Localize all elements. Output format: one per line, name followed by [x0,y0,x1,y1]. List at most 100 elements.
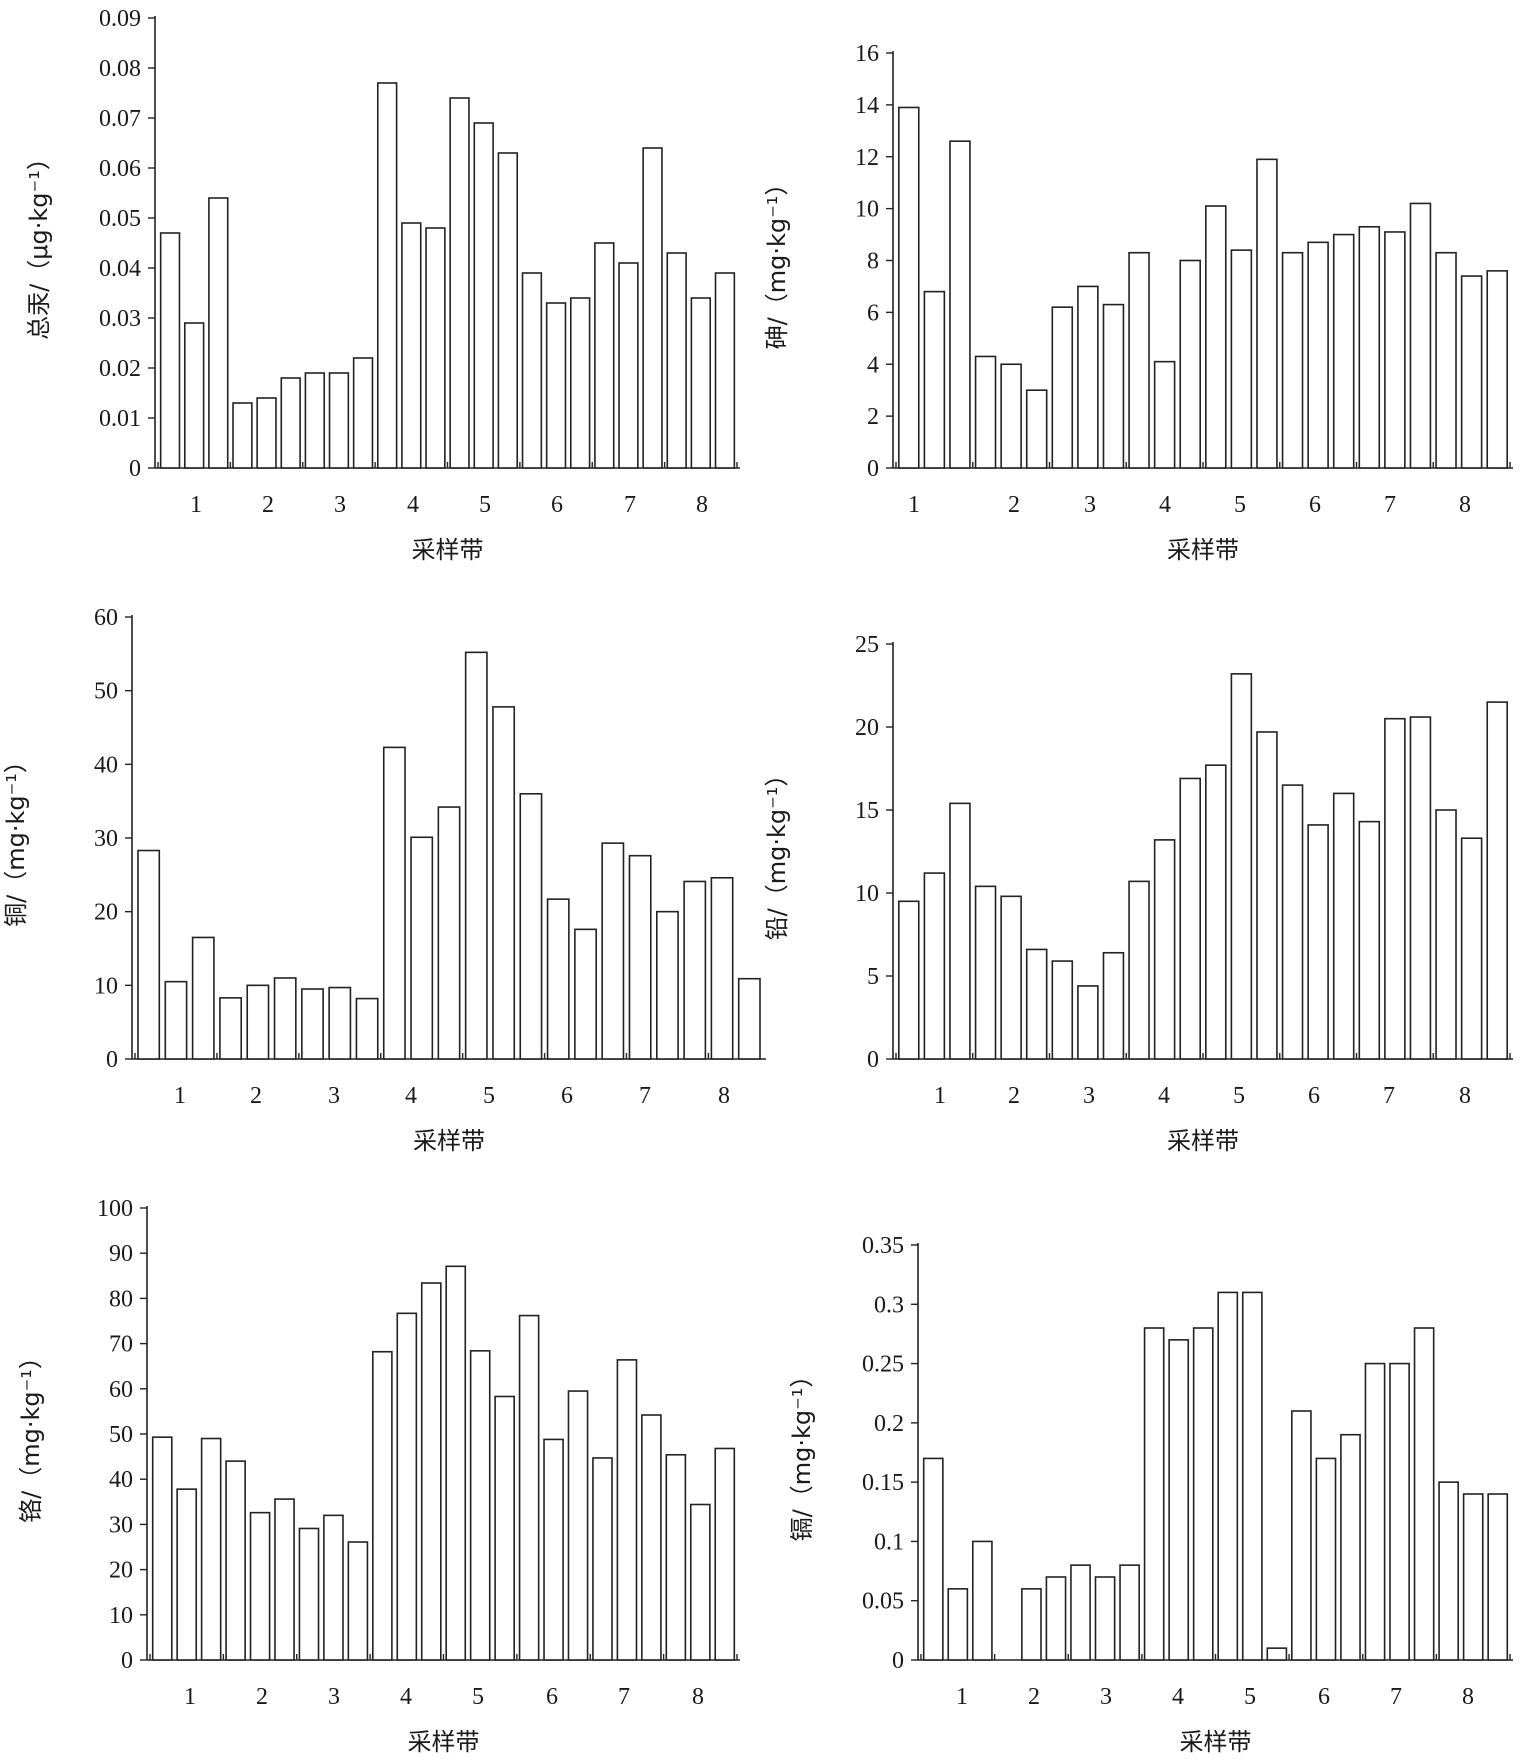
bar [301,988,324,1060]
x-tick-label: 2 [250,1083,262,1109]
bar [546,898,570,1060]
copper-chart: 0 10 20 30 40 50 60 1 2 3 4 5 6 7 8 采样带 铜/（mg·kg⁻¹） [2,605,766,1155]
bar [249,1511,271,1661]
bar [666,252,687,469]
bar [1241,1291,1263,1661]
bar [1358,820,1381,1060]
x-tick-label: 7 [1383,1083,1395,1109]
y-axis-title: 铬/（mg·kg⁻¹） [17,1345,45,1523]
bar [219,997,243,1060]
mercury-chart: 0 0.01 0.02 0.03 0.04 0.05 0.06 0.07 0.08 0.09 1 2 3… [25,6,740,564]
bar [642,147,663,469]
bar [200,1437,222,1661]
y-tick-label: 0.02 [99,356,141,382]
bar [641,1414,662,1661]
x-tick-label: 8 [696,492,708,518]
x-tick-label: 3 [334,492,346,518]
x-tick-label: 5 [479,492,491,518]
bar [1340,1433,1361,1661]
bar [1000,895,1022,1060]
x-tick-label: 1 [908,492,920,518]
bar [396,1312,418,1661]
x-tick-label: 7 [1390,1684,1402,1710]
y-tick-label: 0.01 [99,406,141,432]
bar [898,106,920,469]
bar [137,849,161,1060]
bar [355,997,379,1060]
bar [1205,764,1227,1060]
x-tick-label: 7 [624,492,636,518]
y-tick-label: 0 [121,1648,133,1674]
y-tick-label: 0 [867,1047,879,1073]
y-tick-label: 60 [109,1377,133,1403]
bar [1460,275,1483,469]
bar [665,1453,687,1661]
y-tick-label: 0.04 [99,256,141,282]
bar [1153,360,1176,469]
bar [567,1390,589,1661]
bar [1000,363,1022,469]
bar [232,402,253,469]
bar [628,854,652,1060]
bar [592,1457,613,1661]
x-tick-label: 2 [1028,1684,1040,1710]
bar [974,885,997,1060]
y-tick-label: 2 [867,404,879,430]
x-tick-label: 6 [1308,1083,1320,1109]
bar [574,928,597,1060]
x-tick-label: 5 [472,1684,484,1710]
bar [1045,1576,1067,1661]
y-tick-label: 10 [855,197,879,223]
bar [714,272,736,469]
bar [1281,784,1304,1060]
bar [1051,960,1074,1060]
bar [922,1457,944,1661]
bar [1409,202,1432,469]
bar [449,97,470,469]
bar [1021,1588,1042,1661]
bar [469,1350,491,1661]
bar [323,1514,344,1661]
bar [208,197,229,469]
y-tick-label: 60 [94,605,118,631]
bar [971,1540,993,1661]
bar [1256,731,1278,1060]
y-tick-label: 5 [867,964,879,990]
bar [494,1395,515,1661]
bar [1070,1564,1091,1661]
y-tick-label: 25 [855,632,879,658]
bar [1119,1564,1140,1661]
x-tick-label: 4 [1158,1083,1170,1109]
y-tick-label: 100 [97,1196,133,1222]
bar [1460,837,1483,1060]
bar [328,372,350,469]
bar [164,980,188,1060]
bar [1462,1493,1484,1661]
x-tick-label: 8 [692,1684,704,1710]
x-tick-label: 1 [174,1083,186,1109]
y-tick-label: 6 [867,300,879,326]
bar [183,322,205,469]
y-tick-label: 0.3 [874,1292,904,1318]
bar [1256,158,1278,469]
y-tick-label: 80 [109,1286,133,1312]
x-tick-label: 6 [551,492,563,518]
x-tick-label: 1 [956,1684,968,1710]
y-axis-title: 镉/（mg·kg⁻¹） [788,1364,816,1542]
x-tick-label: 6 [561,1083,573,1109]
bar [949,802,971,1060]
bar [497,152,519,469]
bar [949,140,971,469]
bar [1143,1327,1165,1661]
cadmium-chart: 0 0.05 0.1 0.15 0.2 0.25 0.3 0.35 1 2 3 4 5 6 7 8 采样带 镉/（… [788,1233,1513,1756]
bar [401,222,422,469]
y-tick-label: 20 [855,715,879,741]
bar [225,1460,246,1661]
y-tick-label: 8 [867,249,879,275]
bar [545,302,567,469]
bar [689,1503,711,1661]
bar [1077,285,1099,469]
bar [425,227,446,469]
x-tick-label: 1 [934,1083,946,1109]
y-axis-title: 砷/（mg·kg⁻¹） [763,172,791,350]
